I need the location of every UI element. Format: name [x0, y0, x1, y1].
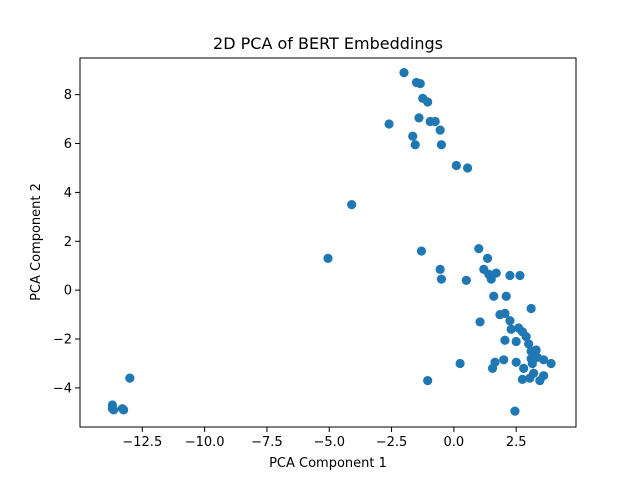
scatter-point	[455, 358, 465, 369]
scatter-point	[500, 335, 510, 345]
scatter-point	[511, 357, 521, 367]
y-tick-label: 0	[64, 284, 72, 299]
scatter-point	[415, 79, 425, 89]
chart-title: 2D PCA of BERT Embeddings	[213, 34, 443, 53]
scatter-points	[107, 68, 556, 416]
scatter-point	[535, 375, 545, 386]
scatter-point	[399, 68, 409, 78]
y-axis-label: PCA Component 2	[29, 183, 44, 301]
y-tick-label: −2	[53, 333, 72, 348]
scatter-point	[486, 274, 496, 284]
scatter-point	[489, 291, 499, 301]
x-tick-label: −12.5	[122, 435, 162, 450]
scatter-point	[416, 246, 427, 256]
scatter-point	[499, 355, 509, 365]
scatter-point	[510, 406, 520, 416]
scatter-point	[519, 363, 529, 373]
scatter-point	[436, 140, 447, 150]
scatter-point	[410, 140, 420, 150]
y-tick-label: 8	[64, 88, 72, 103]
y-tick-label: 6	[64, 137, 72, 152]
scatter-point	[436, 274, 447, 284]
scatter-point	[474, 244, 484, 254]
scatter-point	[517, 374, 528, 384]
scatter-point	[462, 163, 473, 173]
scatter-point	[384, 119, 394, 129]
x-tick-label: 0.0	[444, 435, 465, 450]
scatter-point	[119, 405, 129, 415]
axes: −12.5 −10.0 −7.5 −5.0 −2.5 0.0 2.5 −4 −2 0 2 4 6 8	[53, 57, 577, 450]
scatter-point	[423, 375, 433, 386]
x-tick-label: −10.0	[185, 435, 225, 450]
y-tick-label: 4	[64, 186, 72, 201]
scatter-point	[521, 331, 531, 342]
scatter-point	[451, 160, 461, 171]
x-tick-label: −2.5	[376, 435, 408, 450]
scatter-point	[525, 373, 535, 383]
scatter-point	[347, 200, 357, 210]
scatter-point	[408, 131, 418, 141]
scatter-point	[546, 358, 556, 369]
scatter-point	[435, 125, 445, 135]
scatter-point	[475, 317, 485, 327]
scatter-point	[527, 358, 537, 369]
scatter-point	[505, 270, 515, 281]
scatter-point	[506, 324, 516, 334]
scatter-point	[538, 355, 549, 365]
x-tick-label: 2.5	[506, 435, 527, 450]
scatter-point	[505, 316, 515, 326]
y-tick-label: 2	[64, 235, 72, 250]
scatter-point	[511, 336, 521, 347]
axes-frame	[79, 57, 577, 428]
plot-area	[80, 58, 576, 427]
x-tick-label: −7.5	[251, 435, 283, 450]
y-tick-label: −4	[53, 381, 72, 396]
scatter-point	[487, 363, 498, 373]
scatter-point	[430, 116, 440, 127]
plot-background	[80, 58, 576, 427]
scatter-point	[109, 405, 119, 415]
scatter-point	[531, 345, 541, 355]
scatter-point	[524, 339, 534, 349]
scatter-point	[482, 253, 493, 263]
scatter-point	[423, 97, 433, 107]
scatter-point	[501, 291, 511, 301]
scatter-point	[435, 264, 445, 274]
scatter-point	[526, 303, 536, 314]
scatter-point	[323, 253, 333, 263]
x-tick-label: −5.0	[313, 435, 345, 450]
scatter-point	[414, 113, 424, 123]
x-axis-label: PCA Component 1	[269, 456, 387, 471]
scatter-point	[491, 268, 501, 278]
scatter-point	[461, 275, 471, 285]
scatter-point	[125, 373, 135, 383]
scatter-point	[500, 308, 510, 318]
scatter-point	[515, 270, 525, 281]
